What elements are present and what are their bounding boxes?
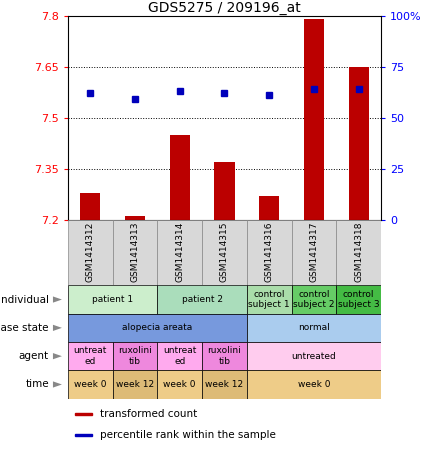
Text: week 0: week 0 — [74, 380, 106, 389]
Bar — [68, 342, 113, 371]
Text: GSM1414317: GSM1414317 — [310, 222, 318, 282]
Bar — [259, 196, 279, 220]
Bar — [157, 342, 202, 371]
Bar — [304, 19, 324, 220]
Text: percentile rank within the sample: percentile rank within the sample — [100, 430, 276, 440]
Bar — [247, 342, 381, 371]
Text: untreated: untreated — [292, 352, 336, 361]
Text: control
subject 2: control subject 2 — [293, 290, 335, 309]
Polygon shape — [53, 325, 62, 331]
Text: individual: individual — [0, 294, 49, 304]
Bar — [202, 371, 247, 399]
Text: GSM1414313: GSM1414313 — [131, 222, 139, 282]
Bar — [75, 413, 92, 415]
Bar — [157, 285, 247, 314]
Bar — [247, 285, 292, 314]
Text: control
subject 1: control subject 1 — [248, 290, 290, 309]
Text: week 12: week 12 — [205, 380, 244, 389]
Text: GSM1414315: GSM1414315 — [220, 222, 229, 282]
Bar — [75, 434, 92, 436]
Bar — [349, 67, 369, 220]
Bar — [68, 371, 113, 399]
Bar — [68, 285, 157, 314]
Text: time: time — [25, 380, 49, 390]
Bar — [113, 342, 157, 371]
Text: normal: normal — [298, 323, 330, 333]
Bar — [113, 220, 157, 285]
Text: ruxolini
tib: ruxolini tib — [208, 347, 241, 366]
Bar — [157, 371, 202, 399]
Text: GSM1414316: GSM1414316 — [265, 222, 274, 282]
Text: transformed count: transformed count — [100, 409, 198, 419]
Title: GDS5275 / 209196_at: GDS5275 / 209196_at — [148, 1, 301, 15]
Bar — [68, 314, 247, 342]
Text: agent: agent — [19, 351, 49, 361]
Bar — [68, 220, 113, 285]
Bar — [336, 220, 381, 285]
Text: GSM1414314: GSM1414314 — [175, 222, 184, 282]
Text: week 0: week 0 — [163, 380, 196, 389]
Text: disease state: disease state — [0, 323, 49, 333]
Bar — [157, 220, 202, 285]
Text: GSM1414318: GSM1414318 — [354, 222, 363, 282]
Bar — [292, 285, 336, 314]
Bar — [80, 193, 100, 220]
Bar — [202, 220, 247, 285]
Text: alopecia areata: alopecia areata — [122, 323, 192, 333]
Polygon shape — [53, 353, 62, 359]
Text: control
subject 3: control subject 3 — [338, 290, 379, 309]
Bar — [247, 371, 381, 399]
Bar — [215, 162, 234, 220]
Text: ruxolini
tib: ruxolini tib — [118, 347, 152, 366]
Text: GSM1414312: GSM1414312 — [86, 222, 95, 282]
Polygon shape — [53, 381, 62, 388]
Bar — [247, 220, 292, 285]
Text: patient 1: patient 1 — [92, 295, 133, 304]
Text: week 12: week 12 — [116, 380, 154, 389]
Bar — [202, 342, 247, 371]
Bar — [113, 371, 157, 399]
Text: untreat
ed: untreat ed — [74, 347, 107, 366]
Bar — [336, 285, 381, 314]
Polygon shape — [53, 296, 62, 303]
Bar — [247, 314, 381, 342]
Text: untreat
ed: untreat ed — [163, 347, 196, 366]
Text: week 0: week 0 — [298, 380, 330, 389]
Bar — [292, 220, 336, 285]
Bar — [125, 217, 145, 220]
Bar — [170, 135, 190, 220]
Text: patient 2: patient 2 — [182, 295, 223, 304]
